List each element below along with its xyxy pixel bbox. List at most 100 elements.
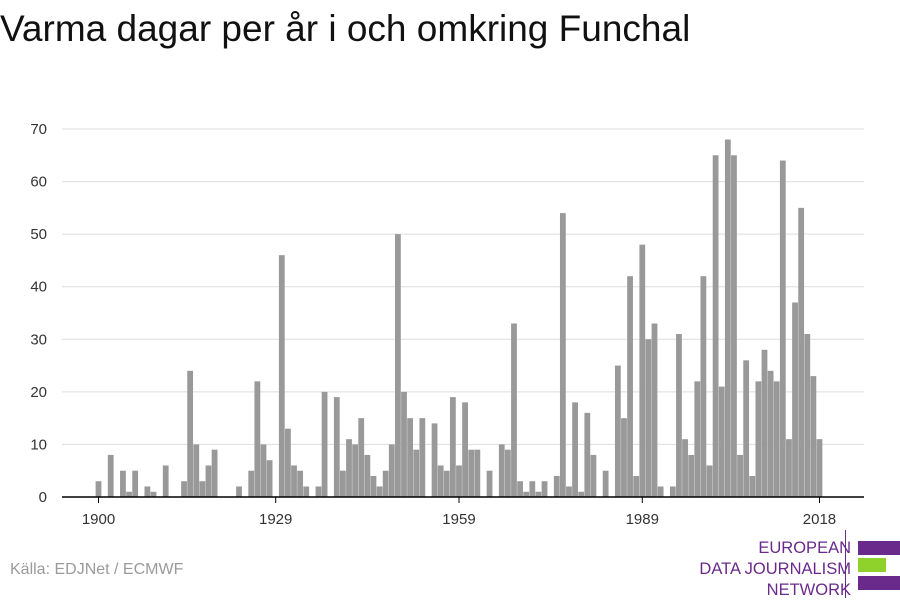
bar (278, 255, 285, 497)
y-tick-label: 20 (30, 384, 47, 401)
bar (792, 302, 798, 497)
bar (468, 449, 475, 497)
bar (419, 418, 426, 497)
bar (315, 486, 322, 497)
bar (413, 449, 420, 497)
bar (529, 481, 536, 497)
bar (602, 470, 609, 497)
bar (95, 481, 102, 497)
bar (388, 444, 395, 497)
bar (248, 470, 255, 497)
bar (150, 491, 157, 497)
bar (346, 439, 352, 497)
bar (541, 481, 548, 497)
bar (578, 491, 585, 497)
bar (627, 276, 633, 497)
bar (370, 475, 377, 497)
bar (688, 454, 695, 497)
bar (211, 449, 218, 497)
bar (394, 234, 401, 497)
bar (535, 491, 542, 497)
bar (126, 491, 132, 497)
bar (614, 365, 621, 497)
logo-line-3: NETWORK (766, 581, 851, 599)
bar (260, 444, 267, 497)
bar (132, 470, 139, 497)
bar (743, 360, 750, 497)
x-tick-label: 1959 (442, 511, 475, 528)
x-tick-label: 1900 (82, 511, 115, 528)
bar (566, 486, 572, 497)
y-tick-label: 10 (30, 436, 47, 453)
bar (779, 160, 786, 498)
bar (657, 486, 664, 497)
bar (590, 454, 597, 497)
y-tick-label: 0 (39, 489, 47, 506)
bar (724, 139, 731, 497)
bar (199, 481, 206, 497)
bar (382, 470, 389, 497)
bar (584, 412, 591, 497)
bar (786, 439, 792, 497)
bar (731, 155, 737, 498)
bar (486, 470, 493, 497)
bar (364, 454, 371, 497)
bar (755, 381, 762, 497)
bar (162, 465, 169, 497)
chart-title: Varma dagar per år i och omkring Funchal (0, 8, 691, 49)
bar (456, 465, 462, 497)
source-note: Källa: EDJNet / ECMWF (10, 561, 184, 578)
bar (700, 276, 707, 497)
y-tick-label: 40 (30, 279, 47, 296)
bar (352, 444, 359, 497)
y-tick-label: 30 (30, 331, 47, 348)
bar (523, 491, 530, 497)
bar (291, 465, 297, 497)
bar (474, 449, 481, 497)
bar (236, 486, 242, 497)
bar (376, 486, 383, 497)
bar (431, 423, 438, 497)
bar (712, 155, 719, 498)
logo-stripe-bottom (858, 576, 900, 590)
bar (737, 454, 743, 497)
y-tick-label: 50 (30, 226, 47, 243)
bar (810, 376, 817, 497)
bar (266, 460, 273, 497)
x-tick-label: 1989 (626, 511, 659, 528)
logo-line-2: DATA JOURNALISM (699, 560, 851, 578)
bar (462, 402, 468, 497)
x-tick-label: 2018 (803, 511, 836, 528)
bar (254, 381, 261, 497)
bar (572, 402, 578, 497)
bar (407, 418, 414, 497)
bar (773, 381, 780, 497)
bar (297, 470, 304, 497)
bar (511, 323, 517, 497)
bar (120, 470, 126, 497)
bar (303, 486, 310, 497)
logo-divider (845, 530, 846, 598)
bar (401, 391, 407, 497)
bar (285, 428, 291, 497)
bar (144, 486, 151, 497)
y-tick-label: 60 (30, 174, 47, 191)
x-axis-ticks: 1900 1929 1959 1989 2018 (82, 497, 836, 528)
bar (669, 486, 676, 497)
bar (804, 334, 811, 497)
y-axis-ticks: 0 10 20 30 40 50 60 70 (30, 121, 47, 506)
bar (437, 465, 444, 497)
bar (181, 481, 187, 497)
bar (340, 470, 346, 497)
bar (645, 339, 652, 497)
bar (761, 349, 768, 497)
y-tick-label: 70 (30, 121, 47, 138)
bar (651, 323, 658, 497)
bar (321, 391, 328, 497)
bar (798, 207, 805, 497)
bar (621, 418, 627, 497)
bar (443, 470, 450, 497)
bar (553, 475, 560, 497)
edjnet-logo[interactable]: EUROPEAN DATA JOURNALISM NETWORK (699, 528, 900, 599)
